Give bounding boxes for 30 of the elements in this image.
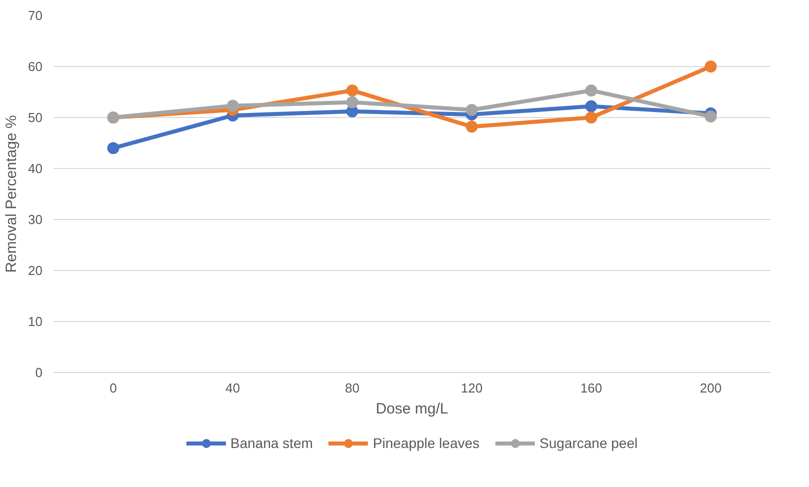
point	[585, 112, 598, 124]
x-tick-label: 200	[700, 380, 722, 396]
point	[585, 84, 598, 96]
x-tick-label: 40	[226, 380, 240, 396]
y-tick-label: 50	[28, 110, 43, 125]
point	[226, 100, 239, 112]
x-axis-title: Dose mg/L	[376, 400, 448, 418]
point	[704, 110, 717, 122]
legend-label: Pineapple leaves	[372, 434, 480, 450]
point	[346, 96, 358, 108]
x-tick-label: 120	[460, 380, 483, 396]
point	[346, 84, 358, 96]
y-tick-label: 60	[28, 59, 43, 74]
x-tick-label: 160	[580, 380, 602, 396]
y-tick-label: 20	[28, 263, 43, 278]
point	[107, 142, 120, 154]
legend-label: Sugarcane peel	[540, 434, 638, 450]
y-tick-label: 10	[28, 314, 43, 329]
y-axis-title: Removal Percentage %	[3, 115, 20, 273]
x-tick-label: 80	[345, 380, 360, 396]
y-tick-label: 30	[28, 212, 43, 227]
x-tick-label: 0	[110, 380, 117, 396]
y-tick-label: 40	[28, 161, 43, 176]
point	[466, 104, 478, 116]
point	[466, 120, 478, 133]
point	[704, 60, 717, 72]
y-tick-label: 0	[35, 365, 43, 380]
y-tick-label: 70	[28, 8, 43, 23]
point	[585, 100, 598, 112]
legend-label: Banana stem	[230, 434, 313, 450]
